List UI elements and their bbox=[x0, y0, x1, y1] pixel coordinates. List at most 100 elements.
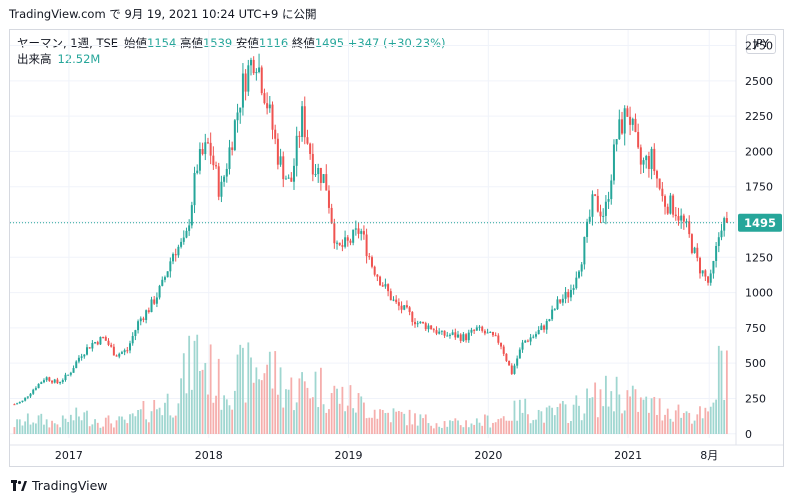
candle-body bbox=[518, 349, 521, 359]
volume-bar bbox=[505, 420, 508, 434]
volume-bar bbox=[153, 399, 156, 434]
volume-bar bbox=[559, 403, 562, 434]
candle-body bbox=[596, 195, 599, 212]
volume-bar bbox=[276, 394, 279, 434]
candle-body bbox=[40, 382, 43, 384]
volume-bar bbox=[59, 427, 62, 434]
volume-bar bbox=[328, 409, 330, 434]
candle-body bbox=[77, 357, 80, 362]
candle-body bbox=[303, 106, 306, 138]
volume-bar bbox=[637, 411, 640, 434]
volume-bar bbox=[199, 371, 201, 434]
price-chart[interactable]: 0250500750100012501500175020002250250027… bbox=[10, 30, 783, 466]
volume-bar bbox=[699, 406, 701, 434]
candle-body bbox=[483, 330, 486, 334]
symbol-label[interactable]: ヤーマン, 1週, TSE bbox=[17, 36, 119, 50]
candle-body bbox=[295, 135, 298, 166]
candle-body bbox=[260, 67, 263, 94]
volume-bar bbox=[147, 422, 150, 434]
candle-body bbox=[137, 321, 140, 331]
candle-body bbox=[572, 288, 575, 290]
volume-bar bbox=[37, 415, 40, 434]
candle-body bbox=[709, 273, 712, 283]
candle-body bbox=[21, 400, 24, 402]
volume-bar bbox=[387, 412, 390, 434]
volume-bar bbox=[462, 427, 465, 434]
volume-bar bbox=[403, 413, 406, 434]
candle-body bbox=[107, 340, 110, 345]
volume-bar bbox=[521, 412, 524, 434]
volume-bar bbox=[545, 407, 548, 434]
candle-body bbox=[693, 247, 696, 253]
candle-body bbox=[163, 277, 166, 280]
candle-body bbox=[333, 223, 336, 244]
volume-bar bbox=[430, 425, 433, 434]
volume-bar bbox=[56, 424, 59, 434]
volume-bar bbox=[250, 357, 252, 434]
volume-bar bbox=[709, 406, 712, 434]
candle-body bbox=[34, 388, 37, 390]
volume-bar bbox=[631, 385, 634, 434]
candle-body bbox=[42, 380, 45, 383]
candle-body bbox=[457, 334, 460, 338]
candle-body bbox=[102, 336, 105, 338]
volume-bar bbox=[556, 407, 559, 434]
volume-bar bbox=[610, 391, 613, 434]
candle-body bbox=[575, 277, 578, 289]
volume-bar bbox=[311, 397, 314, 434]
publish-caption: TradingView.com で 9月 19, 2021 10:24 UTC+… bbox=[9, 7, 317, 21]
footer-brand[interactable]: TradingView bbox=[11, 478, 108, 493]
candle-body bbox=[45, 377, 48, 381]
volume-bar bbox=[287, 389, 290, 434]
candle-body bbox=[448, 334, 451, 336]
volume-bar bbox=[134, 416, 137, 434]
volume-bar bbox=[578, 405, 580, 434]
candle-body bbox=[715, 245, 718, 261]
volume-bar bbox=[53, 423, 56, 434]
candle-body bbox=[502, 346, 505, 354]
candle-body bbox=[669, 195, 672, 214]
volume-bar bbox=[615, 376, 618, 434]
volume-bar bbox=[516, 420, 519, 434]
volume-bar bbox=[293, 410, 295, 434]
candle-body bbox=[185, 230, 188, 238]
volume-bar bbox=[419, 414, 422, 434]
volume-bar bbox=[266, 364, 269, 434]
candle-body bbox=[467, 332, 470, 341]
candle-body bbox=[486, 332, 489, 334]
volume-bar bbox=[583, 413, 586, 434]
volume-bar bbox=[341, 386, 344, 434]
volume-bar bbox=[532, 420, 535, 434]
volume-bar bbox=[317, 407, 320, 434]
volume-bar bbox=[650, 398, 653, 434]
volume-bar bbox=[392, 408, 395, 434]
candle-body bbox=[712, 260, 715, 274]
volume-bar bbox=[406, 425, 408, 434]
candle-body bbox=[123, 350, 126, 353]
volume-bar bbox=[658, 398, 661, 434]
volume-bar bbox=[457, 420, 459, 434]
candle-body bbox=[161, 279, 164, 286]
volume-bar bbox=[483, 414, 486, 434]
volume-bar bbox=[360, 396, 363, 434]
price-tick-label: 2000 bbox=[745, 145, 773, 158]
volume-bar bbox=[537, 409, 540, 434]
currency-button[interactable]: JPY bbox=[746, 34, 776, 54]
volume-bar bbox=[596, 417, 599, 434]
volume-bar bbox=[231, 409, 234, 434]
candle-body bbox=[690, 234, 693, 253]
volume-bar bbox=[182, 353, 185, 434]
volume-bar bbox=[682, 412, 685, 434]
volume-bar bbox=[164, 402, 166, 434]
volume-bar bbox=[26, 413, 29, 434]
volume-label[interactable]: 出来高 bbox=[17, 52, 52, 66]
volume-bar bbox=[112, 427, 115, 434]
candle-body bbox=[153, 299, 156, 304]
candle-body bbox=[72, 368, 75, 373]
candle-body bbox=[634, 118, 637, 132]
price-tick-label: 500 bbox=[745, 357, 766, 370]
volume-bar bbox=[613, 411, 615, 434]
volume-bar bbox=[707, 411, 709, 434]
volume-bar bbox=[126, 423, 129, 434]
candle-body bbox=[400, 305, 403, 310]
